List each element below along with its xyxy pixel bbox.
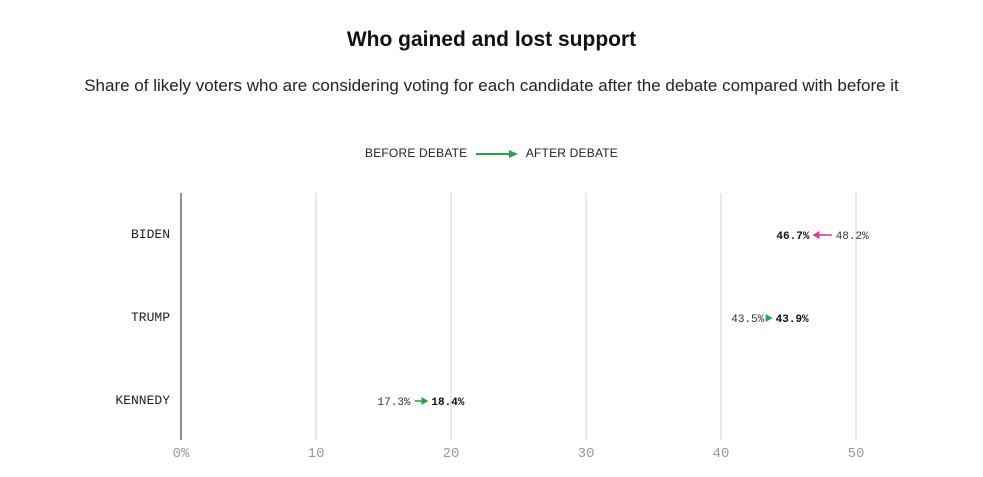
after-value-label: 18.4% [431,397,464,409]
x-tick-label: 50 [848,446,865,462]
before-value-label: 48.2% [836,231,869,243]
after-value-label: 43.9% [776,314,809,326]
change-arrow-head [421,397,429,405]
x-tick-label: 40 [713,446,730,462]
x-axis-ticks: 0% 10 20 30 40 50 [173,446,865,462]
category-labels: BIDEN TRUMP KENNEDY [115,227,170,408]
x-tick-label: 0% [173,446,190,462]
category-label: BIDEN [131,227,170,242]
legend-before-label: BEFORE DEBATE [364,146,468,160]
x-tick-label: 20 [443,446,460,462]
legend: BEFORE DEBATE AFTER DEBATE [0,146,983,160]
chart-title: Who gained and lost support [346,28,637,51]
category-label: KENNEDY [115,393,170,408]
legend-arrow-icon [475,149,518,158]
change-arrow-head [812,231,820,239]
x-tick-label: 10 [308,446,325,462]
legend-after-label: AFTER DEBATE [525,146,619,160]
before-value-label: 17.3% [378,397,411,409]
change-arrow-head [765,314,773,322]
chart-subtitle: Share of likely voters who are consideri… [84,76,899,95]
gridlines [315,193,857,440]
before-value-label: 43.5% [731,314,764,326]
after-value-label: 46.7% [776,231,809,243]
category-label: TRUMP [131,310,170,325]
x-tick-label: 30 [578,446,595,462]
data-marks: 48.2% 46.7% 43.5% 43.9% 17.3% 18.4% [378,231,869,409]
